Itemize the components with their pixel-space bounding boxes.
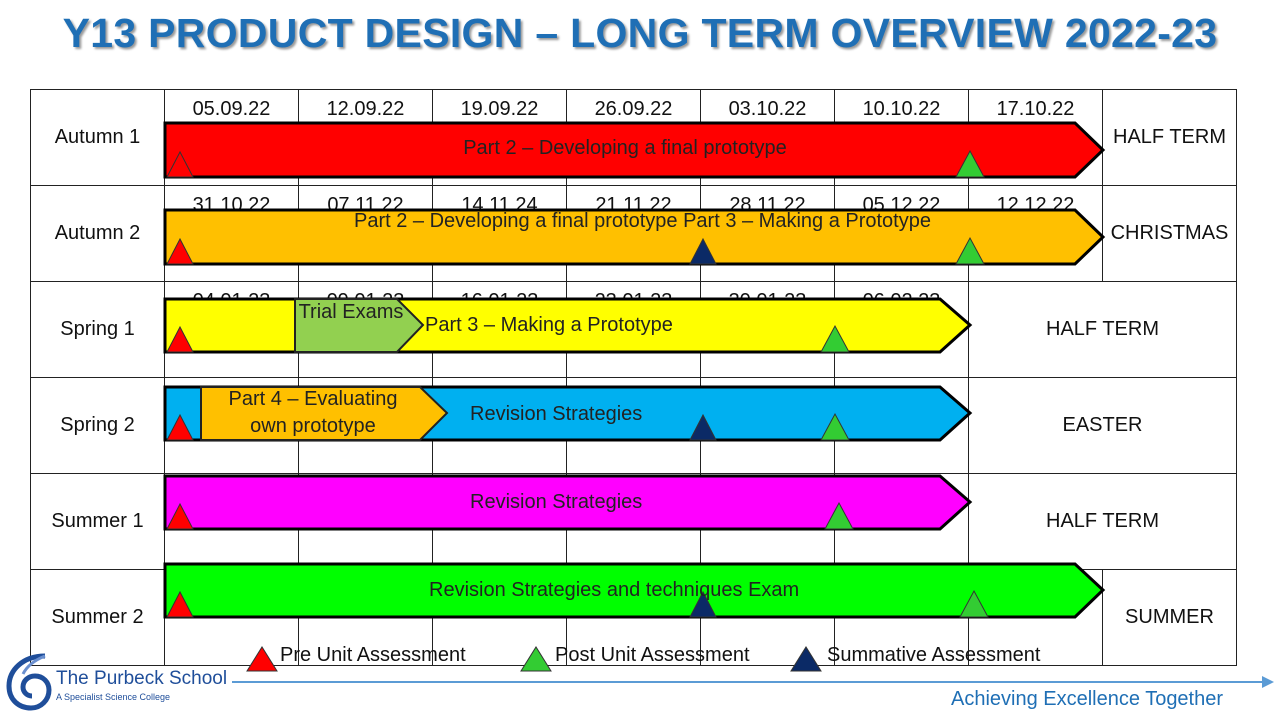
week-date: 12.12.22 [968, 185, 1103, 282]
week-date: 27.04.23 [834, 377, 969, 474]
week-date: 07.11.22 [298, 185, 433, 282]
bar-label-part4: Part 4 – Evaluating own prototype [228, 388, 398, 437]
pre-unit-legend-icon [246, 646, 278, 672]
legend-post-unit: Post Unit Assessment [555, 644, 750, 666]
term-label: Spring 1 [30, 281, 165, 378]
week-date: 24.04.23 [298, 473, 433, 570]
holiday-label: HALF TERM [968, 281, 1237, 378]
legend-summative: Summative Assessment [827, 644, 1041, 666]
week-date: 20.03.23 [700, 377, 835, 474]
footer-arrow-head [1262, 676, 1274, 688]
school-logo-icon [6, 653, 52, 711]
holiday-label: HALF TERM [968, 473, 1237, 570]
summative-legend-icon [790, 646, 822, 672]
school-subtitle: A Specialist Science College [56, 692, 171, 702]
week-date: 15.05.23 [700, 473, 835, 570]
bar-label-summer-1: Revision Strategies [470, 491, 643, 513]
week-date: 05.06.23 [164, 569, 299, 666]
term-label: Autumn 2 [30, 185, 165, 282]
holiday-label: HALF TERM [1102, 89, 1237, 186]
term-label: Summer 2 [30, 569, 165, 666]
week-date: 22.05.23 [834, 473, 969, 570]
week-date: 05.12.22 [834, 185, 969, 282]
week-date: 06.02.23 [834, 281, 969, 378]
bar-label-autumn-2: Part 2 – Developing a final prototype Pa… [353, 210, 931, 232]
bar-label-trial-exams: Trial Exams [298, 301, 404, 323]
legend-pre-unit: Pre Unit Assessment [280, 644, 466, 666]
row-summer-1: Summer 1 17.04.23 24.04.23 01.05.23 08.0… [30, 473, 1237, 570]
bar-label-summer-2: Revision Strategies and techniques Exam [429, 579, 800, 601]
week-date: 14.11.24 [432, 185, 567, 282]
holiday-label: CHRISTMAS [1102, 185, 1237, 282]
bar-label-autumn-1: Part 2 – Developing a final prototype [463, 137, 787, 159]
week-date: 17.04.23 [164, 473, 299, 570]
term-label: Summer 1 [30, 473, 165, 570]
row-autumn-2: Autumn 2 31.10.22 07.11.22 14.11.24 21.1… [30, 185, 1237, 282]
term-label: Autumn 1 [30, 89, 165, 186]
week-date: 30.01.23 [700, 281, 835, 378]
bar-label-spring-1: Part 3 – Making a Prototype [425, 314, 673, 336]
week-date: 04.01.23 [164, 281, 299, 378]
school-name: The Purbeck School [56, 668, 228, 689]
bar-label-spring-2: Revision Strategies [470, 403, 643, 425]
post-unit-legend-icon [520, 646, 552, 672]
holiday-label: SUMMER [1102, 569, 1237, 666]
week-date: 28.11.22 [700, 185, 835, 282]
term-label: Spring 2 [30, 377, 165, 474]
week-date: 01.05.23 [432, 473, 567, 570]
week-date: 21.11.22 [566, 185, 701, 282]
week-date: 08.05.23 [566, 473, 701, 570]
week-date: 31.10.22 [164, 185, 299, 282]
tagline: Achieving Excellence Together [951, 688, 1224, 710]
holiday-label: EASTER [968, 377, 1237, 474]
week-date: 09.01.23 [298, 281, 433, 378]
page-title: Y13 PRODUCT DESIGN – LONG TERM OVERVIEW … [62, 10, 1218, 56]
